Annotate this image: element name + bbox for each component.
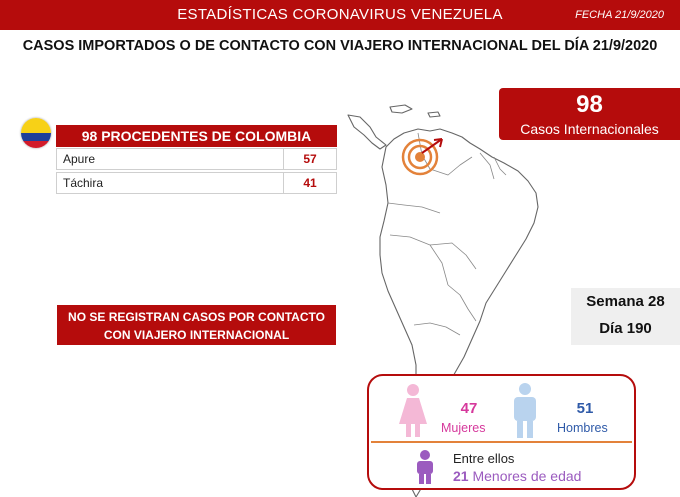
page-subtitle: CASOS IMPORTADOS O DE CONTACTO CON VIAJE… — [22, 38, 658, 54]
women-label: Mujeres — [441, 421, 486, 435]
minors-line: 21 Menores de edad — [453, 468, 581, 484]
header-date: FECHA 21/9/2020 — [575, 9, 664, 21]
men-count: 51 — [576, 400, 594, 417]
state-cases: 41 — [303, 176, 317, 190]
notice-line-2: CON VIAJERO INTERNACIONAL — [103, 328, 290, 342]
table-row: Apure 57 — [56, 148, 337, 170]
caribbean-island-shape — [389, 104, 413, 114]
colombia-flag-icon — [21, 118, 51, 148]
state-name: Apure — [63, 152, 96, 166]
central-america-shape — [347, 114, 387, 150]
no-contact-cases-notice: NO SE REGISTRAN CASOS POR CONTACTO CON V… — [57, 305, 336, 345]
international-cases-box: 98 Casos Internacionales — [499, 88, 680, 140]
gender-divider — [371, 441, 632, 443]
arrow-icon — [421, 138, 443, 154]
international-cases-count: 98 — [576, 91, 603, 118]
women-count: 47 — [460, 400, 478, 417]
woman-icon — [399, 384, 427, 437]
week-day-box: Semana 28 Día 190 — [571, 288, 680, 345]
minors-label: Menores de edad — [468, 468, 582, 484]
men-label: Hombres — [557, 421, 608, 435]
state-name: Táchira — [63, 176, 104, 190]
minors-count: 21 — [453, 468, 469, 484]
caribbean-island-shape — [427, 111, 441, 118]
week-label: Semana 28 — [586, 293, 665, 310]
between-label: Entre ellos — [453, 451, 515, 466]
location-marker-icon — [401, 138, 439, 176]
man-icon — [514, 383, 536, 438]
day-label: Día 190 — [599, 320, 652, 337]
header-bar — [0, 0, 680, 30]
state-cases: 57 — [303, 152, 317, 166]
table-row: Táchira 41 — [56, 172, 337, 194]
header-title: ESTADÍSTICAS CORONAVIRUS VENEZUELA — [177, 6, 503, 23]
colombia-table-header: 98 PROCEDENTES DE COLOMBIA — [56, 125, 337, 147]
international-cases-label: Casos Internacionales — [520, 121, 659, 137]
child-icon — [417, 450, 433, 484]
gender-breakdown-box: 47 Mujeres 51 Hombres Entre ellos 21 Men… — [367, 374, 636, 490]
notice-line-1: NO SE REGISTRAN CASOS POR CONTACTO — [68, 310, 325, 324]
